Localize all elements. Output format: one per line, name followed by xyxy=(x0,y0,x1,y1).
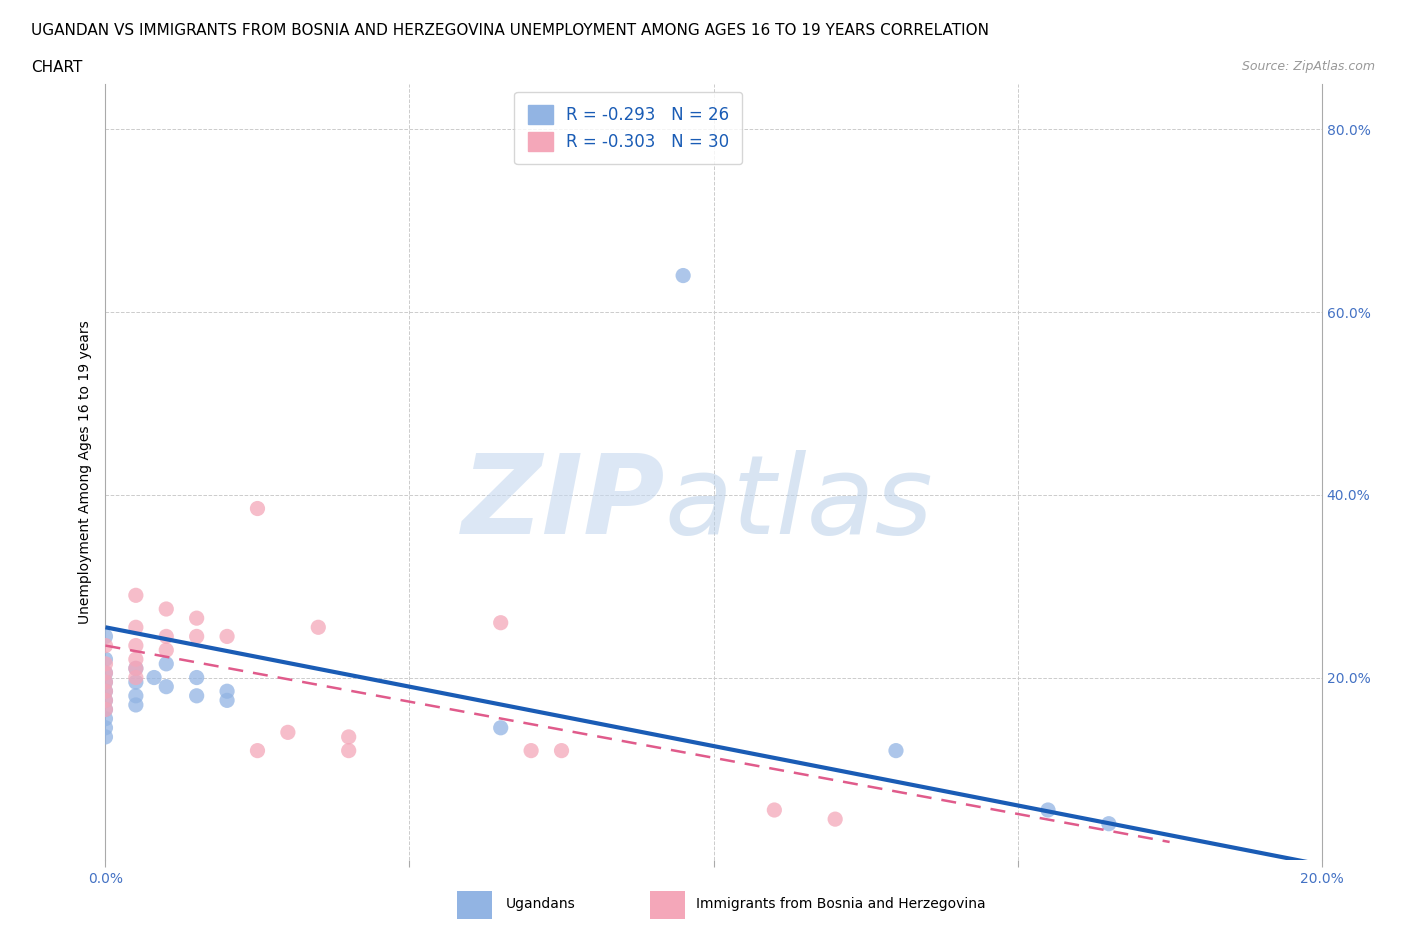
Point xyxy=(94,638,117,653)
Point xyxy=(1098,817,1121,831)
Point xyxy=(489,616,512,631)
Point xyxy=(520,743,543,758)
Point xyxy=(94,652,117,667)
Point xyxy=(125,620,148,635)
Point xyxy=(94,666,117,681)
Point xyxy=(1036,803,1059,817)
Point xyxy=(125,588,148,603)
Text: Immigrants from Bosnia and Herzegovina: Immigrants from Bosnia and Herzegovina xyxy=(696,897,986,911)
Text: UGANDAN VS IMMIGRANTS FROM BOSNIA AND HERZEGOVINA UNEMPLOYMENT AMONG AGES 16 TO : UGANDAN VS IMMIGRANTS FROM BOSNIA AND HE… xyxy=(31,23,988,38)
Point xyxy=(277,724,299,739)
Point xyxy=(155,602,177,617)
Text: Ugandans: Ugandans xyxy=(506,897,576,911)
Point xyxy=(94,693,117,708)
Point xyxy=(94,657,117,671)
Point xyxy=(217,693,239,708)
Text: atlas: atlas xyxy=(665,449,934,556)
Point xyxy=(155,629,177,644)
Point xyxy=(186,611,208,626)
Point xyxy=(94,702,117,717)
Text: CHART: CHART xyxy=(31,60,83,75)
Point xyxy=(672,268,695,283)
Point xyxy=(94,711,117,726)
Point xyxy=(125,661,148,676)
Point xyxy=(94,684,117,698)
Point xyxy=(337,729,360,744)
Point xyxy=(125,661,148,676)
Y-axis label: Unemployment Among Ages 16 to 19 years: Unemployment Among Ages 16 to 19 years xyxy=(79,320,93,624)
Point xyxy=(94,629,117,644)
Point xyxy=(125,698,148,712)
Point xyxy=(125,652,148,667)
Point xyxy=(155,679,177,694)
Point xyxy=(143,671,166,685)
Point xyxy=(125,674,148,689)
Legend: R = -0.293   N = 26, R = -0.303   N = 30: R = -0.293 N = 26, R = -0.303 N = 30 xyxy=(515,92,742,165)
Point xyxy=(217,684,239,698)
Point xyxy=(884,743,907,758)
Point xyxy=(94,721,117,736)
Point xyxy=(94,702,117,717)
Point xyxy=(94,666,117,681)
Point xyxy=(94,729,117,744)
Point xyxy=(94,693,117,708)
Point xyxy=(155,643,177,658)
Point xyxy=(246,743,269,758)
Point xyxy=(125,688,148,703)
Point xyxy=(94,674,117,689)
Point xyxy=(94,674,117,689)
Point xyxy=(186,688,208,703)
Point xyxy=(94,684,117,698)
Point xyxy=(824,812,846,827)
Text: ZIP: ZIP xyxy=(461,449,665,556)
Point xyxy=(217,629,239,644)
Point xyxy=(246,501,269,516)
Point xyxy=(550,743,572,758)
Point xyxy=(489,721,512,736)
Point xyxy=(155,657,177,671)
Point xyxy=(125,671,148,685)
Point xyxy=(307,620,329,635)
Point xyxy=(763,803,786,817)
Point xyxy=(125,638,148,653)
Point xyxy=(186,629,208,644)
Point xyxy=(186,671,208,685)
Point xyxy=(337,743,360,758)
Text: Source: ZipAtlas.com: Source: ZipAtlas.com xyxy=(1241,60,1375,73)
